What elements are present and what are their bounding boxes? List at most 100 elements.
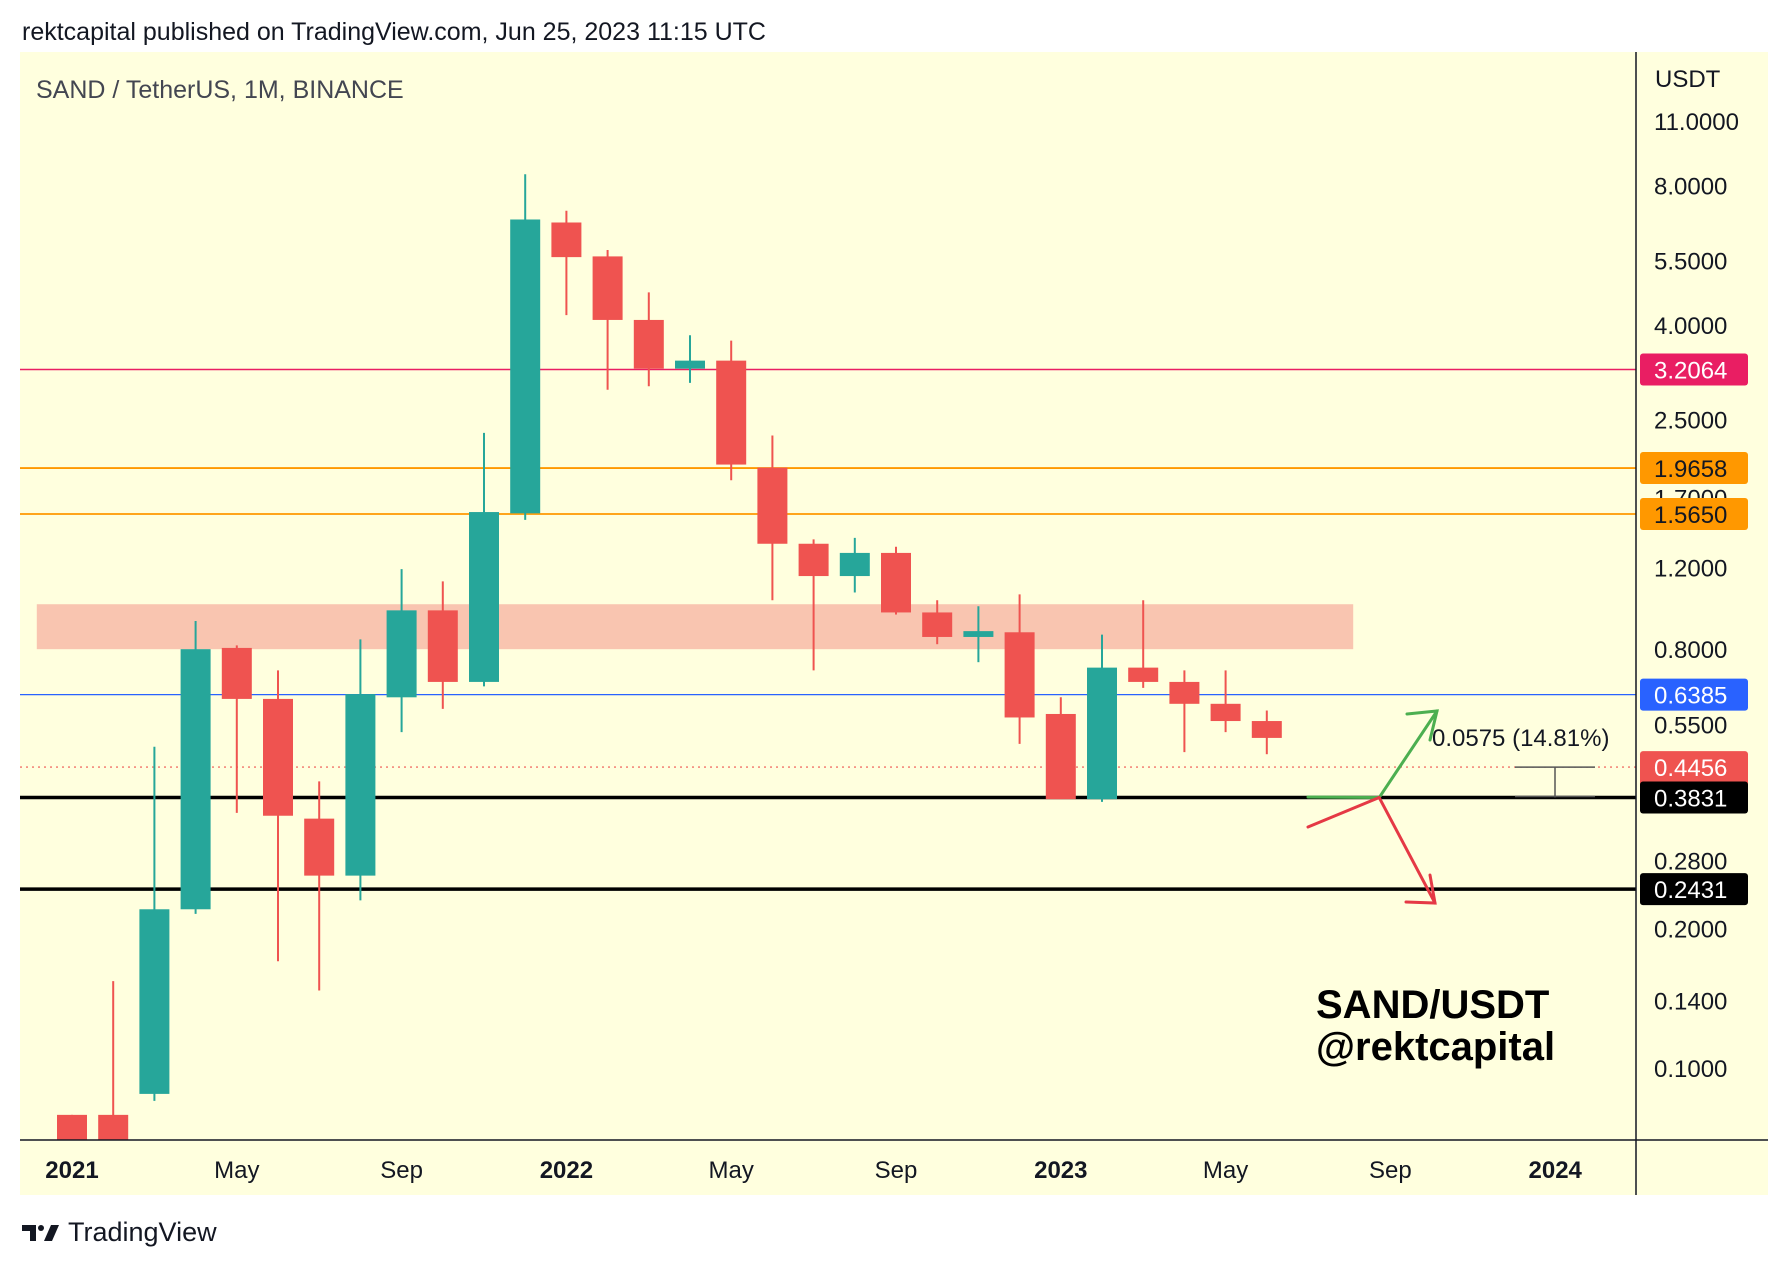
price-label-0: 3.2064 [1640,353,1748,386]
price-label-text: 3.2064 [1654,357,1727,384]
price-label-text: 0.4456 [1654,755,1727,782]
candle-2022-12 [1004,594,1035,744]
tradingview-brand: TradingView [68,1217,217,1247]
candle-2021-10 [427,581,458,709]
price-label-5: 0.3831 [1640,781,1748,814]
candle-body [221,647,252,699]
price-label-text: 0.2431 [1654,877,1727,904]
x-tick-label: 2022 [540,1157,593,1184]
candle-2023-05 [1210,670,1241,733]
candle-2022-10 [922,600,953,645]
footer: TradingView [22,1217,217,1248]
candle-2021-05 [221,645,252,813]
candle-body [963,631,994,637]
candle-2021-01 [57,1114,87,1140]
candle-body [510,219,541,514]
y-tick-label: 0.8000 [1654,637,1727,664]
candle-body [675,360,705,369]
candle-body [757,467,788,544]
y-tick-label: 0.5500 [1654,713,1727,740]
candle-body [469,512,499,682]
y-tick-label: 11.0000 [1654,109,1739,136]
candle-2022-04 [675,335,705,383]
candle-2021-06 [263,670,293,962]
bullish-arrow-shaft [1377,709,1439,800]
x-tick-label: 2024 [1529,1157,1583,1184]
candle-body [798,543,829,577]
candle-body [57,1114,87,1140]
y-tick-label: 0.1400 [1654,988,1727,1015]
candle-body [881,552,911,613]
y-tick-label: 5.5000 [1654,249,1727,276]
candle-body [263,698,293,816]
resistance-zone [36,604,1354,650]
candle-2023-02 [1087,634,1117,802]
candle-body [551,222,582,258]
candle-2021-04 [180,621,211,914]
candle-body [1251,721,1282,738]
watermark-author: @rektcapital [1316,1025,1555,1069]
candle-body [1169,681,1200,704]
watermark-pair: SAND/USDT [1316,983,1549,1027]
candle-2021-11 [469,432,499,687]
candle-2022-01 [551,210,582,316]
candle-body [386,610,417,698]
x-tick-label: Sep [875,1157,918,1184]
candle-2021-02 [98,981,129,1140]
y-tick-label: 0.1000 [1654,1056,1727,1083]
candle-body [1210,703,1241,722]
tradingview-logo-icon [22,1224,59,1241]
y-tick-label: 4.0000 [1654,313,1727,340]
y-tick-label: 0.2000 [1654,916,1727,943]
y-tick-label: 1.2000 [1654,555,1727,582]
candle-2022-11 [963,606,994,663]
candle-body [839,552,870,577]
x-tick-label: Sep [380,1157,423,1184]
candle-2023-01 [1045,697,1076,800]
candle-body [345,694,376,876]
chart-title: SAND / TetherUS, 1M, BINANCE [36,76,404,104]
candle-2023-06 [1251,710,1282,755]
bullish-arrow [1306,709,1439,800]
y-tick-label: 2.5000 [1654,408,1727,435]
x-tick-label: May [1203,1157,1248,1184]
price-label-box [1640,678,1748,711]
measure-label: 0.0575 (14.81%) [1432,725,1609,752]
candle-2021-03 [139,746,170,1101]
candle-2022-07 [798,539,829,671]
candle-body [1045,713,1076,800]
candle-2022-08 [839,537,870,593]
candle-body [427,610,458,682]
candle-2022-03 [633,292,664,387]
price-label-box [1640,781,1748,814]
candle-body [180,649,211,910]
price-label-6: 0.2431 [1640,873,1748,906]
candle-body [1087,667,1117,800]
candle-2021-08 [345,639,376,901]
x-tick-label: 2021 [45,1157,98,1184]
candle-body [139,909,170,1094]
candle-body [1128,667,1159,682]
x-tick-label: May [214,1157,259,1184]
bearish-arrow [1306,796,1437,905]
candle-2022-05 [716,340,747,481]
candle-2023-04 [1169,670,1200,753]
price-label-3: 0.6385 [1640,678,1748,711]
bullish-arrow-entry [1306,795,1381,800]
candle-body [98,1114,129,1140]
candle-body [1004,632,1035,718]
bearish-arrow-shaft [1377,796,1437,905]
price-label-text: 0.6385 [1654,683,1727,710]
x-tick-label: 2023 [1034,1157,1087,1184]
price-label-text: 1.5650 [1654,502,1727,529]
candle-body [922,612,953,637]
price-label-box [1640,873,1748,906]
price-label-2: 1.5650 [1640,497,1748,530]
price-label-box [1640,353,1748,386]
bearish-arrow-entry [1306,796,1381,829]
price-axis-unit: USDT [1655,66,1721,93]
candle-body [716,360,747,465]
candle-2022-09 [881,546,911,615]
y-tick-label: 8.0000 [1654,173,1727,200]
